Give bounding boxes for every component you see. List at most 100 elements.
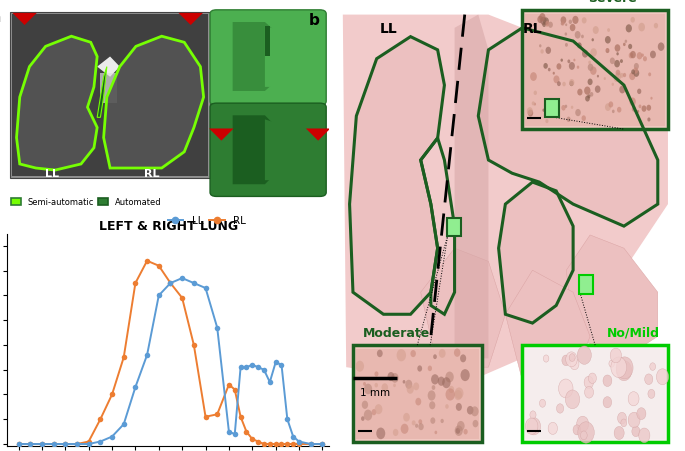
Circle shape — [406, 380, 412, 389]
Polygon shape — [566, 235, 658, 359]
Circle shape — [419, 419, 422, 424]
Circle shape — [543, 18, 549, 26]
Circle shape — [407, 385, 414, 394]
Text: LL: LL — [45, 169, 59, 179]
Circle shape — [375, 383, 378, 387]
Circle shape — [612, 83, 614, 87]
Circle shape — [382, 383, 388, 392]
Circle shape — [611, 357, 627, 377]
Circle shape — [620, 74, 623, 78]
Circle shape — [630, 73, 635, 81]
Title: LEFT & RIGHT LUNG: LEFT & RIGHT LUNG — [99, 220, 238, 233]
Circle shape — [364, 410, 372, 421]
Circle shape — [647, 118, 651, 122]
Circle shape — [625, 41, 627, 44]
Circle shape — [440, 419, 444, 423]
Circle shape — [430, 418, 436, 424]
Legend: Semi-automatic, Automated: Semi-automatic, Automated — [11, 198, 162, 207]
Circle shape — [636, 53, 643, 60]
FancyBboxPatch shape — [447, 219, 461, 237]
Circle shape — [569, 80, 575, 87]
Circle shape — [650, 97, 653, 101]
Circle shape — [393, 429, 399, 436]
Circle shape — [616, 357, 633, 379]
Text: Severe: Severe — [588, 0, 636, 5]
Circle shape — [607, 29, 610, 33]
Circle shape — [641, 55, 644, 58]
Circle shape — [632, 107, 636, 112]
Circle shape — [648, 73, 651, 77]
Circle shape — [561, 106, 566, 111]
Circle shape — [562, 23, 564, 27]
Polygon shape — [209, 129, 234, 141]
Circle shape — [617, 107, 621, 113]
Circle shape — [630, 98, 636, 106]
Circle shape — [593, 27, 599, 35]
Circle shape — [643, 57, 647, 62]
Circle shape — [637, 408, 646, 420]
Circle shape — [439, 349, 446, 358]
Circle shape — [570, 359, 579, 370]
Circle shape — [545, 101, 547, 104]
Circle shape — [590, 93, 593, 97]
Circle shape — [530, 73, 537, 82]
Bar — [265, 27, 270, 57]
Circle shape — [467, 406, 473, 414]
Circle shape — [433, 354, 437, 359]
Circle shape — [610, 348, 621, 363]
Circle shape — [445, 372, 453, 382]
Circle shape — [608, 102, 613, 108]
Text: b: b — [309, 14, 320, 28]
Circle shape — [630, 52, 636, 59]
Legend: LL, RL: LL, RL — [164, 212, 250, 230]
Circle shape — [375, 404, 382, 414]
Circle shape — [585, 96, 590, 102]
Circle shape — [525, 418, 538, 434]
Circle shape — [361, 416, 364, 421]
Circle shape — [567, 60, 571, 64]
Circle shape — [545, 22, 549, 27]
Circle shape — [556, 64, 562, 70]
Polygon shape — [233, 116, 281, 185]
Text: No/Mild: No/Mild — [607, 326, 660, 339]
Circle shape — [460, 369, 470, 381]
Text: a: a — [0, 10, 1, 25]
Circle shape — [566, 352, 577, 367]
Circle shape — [403, 413, 410, 422]
Bar — [12, 15, 208, 177]
Circle shape — [560, 17, 566, 25]
Circle shape — [551, 107, 556, 112]
Polygon shape — [103, 37, 203, 169]
Polygon shape — [12, 14, 37, 26]
Circle shape — [638, 105, 641, 109]
Circle shape — [540, 50, 544, 55]
Circle shape — [616, 53, 619, 56]
Circle shape — [614, 61, 620, 68]
Circle shape — [605, 104, 611, 112]
Circle shape — [582, 51, 588, 59]
Bar — [522, 345, 668, 442]
Circle shape — [632, 426, 640, 437]
Circle shape — [548, 422, 558, 434]
Circle shape — [417, 365, 422, 372]
Circle shape — [410, 350, 416, 357]
Circle shape — [610, 58, 615, 65]
Circle shape — [629, 53, 634, 60]
Polygon shape — [506, 271, 590, 381]
Circle shape — [573, 425, 581, 435]
Circle shape — [606, 49, 610, 54]
Circle shape — [605, 37, 611, 45]
Circle shape — [375, 372, 378, 377]
Bar — [10, 13, 210, 179]
Circle shape — [623, 74, 626, 78]
Circle shape — [363, 382, 366, 386]
Circle shape — [634, 70, 639, 78]
Circle shape — [577, 66, 580, 69]
Circle shape — [454, 390, 462, 400]
Circle shape — [619, 87, 625, 94]
Circle shape — [362, 401, 368, 409]
Circle shape — [543, 109, 545, 112]
Polygon shape — [342, 15, 668, 381]
Circle shape — [393, 384, 396, 387]
Circle shape — [556, 404, 564, 413]
